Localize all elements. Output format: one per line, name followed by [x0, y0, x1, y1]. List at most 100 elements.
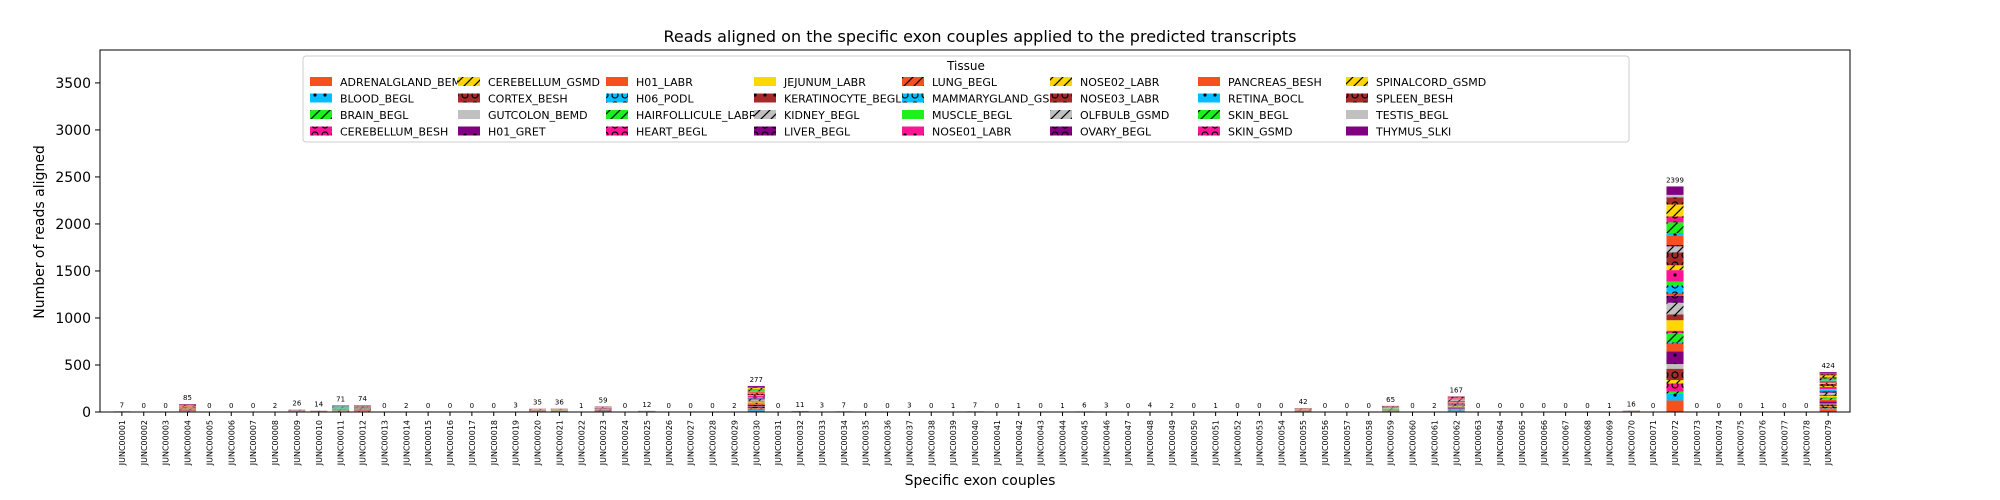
- legend-swatch: [1050, 126, 1072, 136]
- bar-segment: [1666, 204, 1684, 217]
- bar-value-label: 0: [885, 402, 889, 410]
- y-tick-label: 0: [82, 405, 91, 421]
- bar-value-label: 16: [1627, 400, 1636, 408]
- bar-value-label: 71: [336, 395, 345, 403]
- bar-segment: [1819, 403, 1837, 405]
- x-tick-label: JUNC00075: [1737, 420, 1746, 466]
- bar-segment: [1666, 265, 1684, 271]
- y-tick-label: 500: [64, 358, 91, 374]
- bar-value-label: 42: [1299, 398, 1308, 406]
- bar-value-label: 0: [229, 402, 233, 410]
- x-tick-label: JUNC00035: [862, 420, 871, 466]
- bar-segment: [1666, 285, 1684, 294]
- legend-entry: CEREBELLUM_BESH: [310, 126, 448, 139]
- bar-value-label: 0: [1038, 402, 1042, 410]
- bar-value-label: 59: [599, 396, 608, 404]
- x-tick-label: JUNC00042: [1015, 420, 1024, 466]
- x-tick-label: JUNC00022: [577, 420, 586, 466]
- bar-segment: [1666, 270, 1684, 282]
- bar-value-label: 74: [358, 395, 367, 403]
- bar-segment: [1819, 394, 1837, 396]
- bar-segment: [1447, 404, 1465, 406]
- x-tick-label: JUNC00025: [643, 420, 652, 466]
- bar-segment: [1447, 408, 1465, 410]
- bar-segment: [1447, 402, 1465, 403]
- y-axis: 0 500 1000 1500 2000 2500 3000 3500: [55, 76, 100, 421]
- bar-value-label: 14: [314, 401, 323, 409]
- y-tick-label: 1500: [55, 264, 91, 280]
- x-tick-label: JUNC00030: [752, 420, 761, 466]
- bar-value-label: 3: [907, 402, 911, 410]
- bar-value-label: 6: [1082, 401, 1087, 409]
- bar-value-label: 0: [1717, 402, 1721, 410]
- legend-label: KIDNEY_BEGL: [784, 109, 860, 122]
- legend-swatch: [1198, 126, 1220, 136]
- bar-segment: [1666, 343, 1684, 352]
- legend-swatch: [310, 110, 332, 119]
- x-tick-label: JUNC00027: [687, 420, 696, 466]
- bar-segment: [1819, 395, 1837, 398]
- x-tick-label: JUNC00017: [468, 420, 477, 466]
- legend-label: CORTEX_BESH: [488, 93, 568, 106]
- bar-segment: [1666, 233, 1684, 236]
- legend-swatch: [902, 93, 924, 103]
- legend-entry: ADRENALGLAND_BEMD: [310, 76, 470, 89]
- bar-value-label: 0: [1367, 402, 1371, 410]
- bar-stack-JUNC00055: [1294, 408, 1312, 412]
- bar-value-label: 0: [1257, 402, 1261, 410]
- x-axis: JUNC00001 JUNC00002 JUNC00003 JUNC00004 JUNC…: [118, 412, 1833, 466]
- x-tick-label: JUNC00005: [205, 420, 214, 466]
- y-tick-label: 2000: [55, 217, 91, 233]
- legend-label: OVARY_BEGL: [1080, 126, 1152, 139]
- x-tick-label: JUNC00056: [1321, 420, 1330, 466]
- bar-segment: [747, 388, 765, 390]
- bars-group: [113, 186, 1837, 412]
- bar-value-label: 26: [292, 400, 301, 408]
- bar-segment: [1666, 368, 1684, 381]
- bar-stack-JUNC00030: [747, 385, 765, 412]
- x-tick-label: JUNC00031: [774, 420, 783, 466]
- x-tick-label: JUNC00011: [337, 420, 346, 466]
- legend-swatch: [458, 93, 480, 103]
- bar-value-label: 2: [732, 402, 736, 410]
- x-tick-label: JUNC00058: [1365, 420, 1374, 466]
- bar-value-label: 0: [492, 402, 496, 410]
- legend-swatch: [902, 77, 924, 86]
- x-tick-label: JUNC00046: [1102, 420, 1111, 466]
- legend-entry: H01_GRET: [458, 126, 546, 139]
- bar-stack-JUNC00023: [594, 406, 612, 412]
- legend-swatch: [754, 93, 776, 103]
- bar-value-label: 0: [1345, 402, 1349, 410]
- bar-value-label: 277: [750, 376, 763, 384]
- bar-segment: [1819, 386, 1837, 387]
- legend-label: OLFBULB_GSMD: [1080, 109, 1169, 122]
- legend-swatch: [458, 77, 480, 86]
- legend: Tissue ADRENALGLAND_BEMD BLOOD_BEGL BRAIN_…: [302, 55, 1630, 143]
- bar-segment: [1666, 222, 1684, 234]
- legend-entry: SKIN_GSMD: [1198, 126, 1293, 139]
- bar-segment: [1666, 295, 1684, 303]
- bar-segment: [1666, 400, 1684, 412]
- legend-entry: LIVER_BEGL: [754, 126, 851, 139]
- bar-segment: [1666, 246, 1684, 253]
- bar-value-label: 424: [1821, 362, 1835, 370]
- x-tick-label: JUNC00038: [927, 420, 936, 466]
- x-tick-label: JUNC00008: [271, 420, 280, 466]
- bar-value-label: 85: [183, 394, 192, 402]
- bar-value-label: 3: [513, 402, 517, 410]
- y-tick-label: 3000: [55, 123, 91, 139]
- bar-segment: [1819, 377, 1837, 379]
- legend-entry: CORTEX_BESH: [458, 93, 568, 106]
- bar-value-label: 0: [1498, 402, 1502, 410]
- legend-entry: RETINA_BOCL: [1198, 93, 1305, 106]
- bar-value-label: 65: [1386, 396, 1395, 404]
- x-tick-label: JUNC00045: [1080, 420, 1089, 466]
- bar-segment: [1447, 409, 1465, 410]
- x-tick-label: JUNC00021: [555, 420, 564, 466]
- x-tick-label: JUNC00012: [359, 420, 368, 466]
- bar-segment: [1666, 314, 1684, 321]
- bar-value-label: 3: [1104, 402, 1108, 410]
- legend-swatch: [1198, 77, 1220, 86]
- x-tick-label: JUNC00040: [971, 420, 980, 466]
- legend-swatch: [606, 110, 628, 119]
